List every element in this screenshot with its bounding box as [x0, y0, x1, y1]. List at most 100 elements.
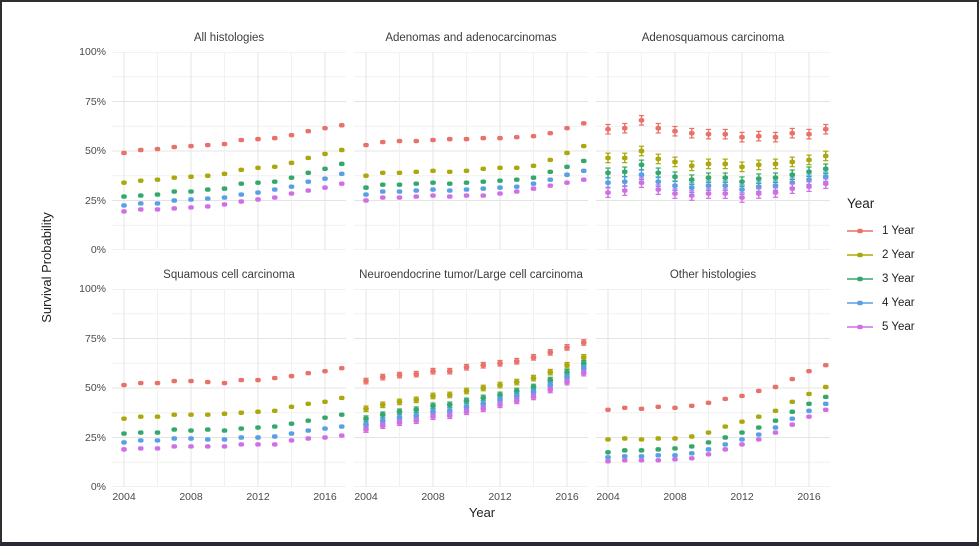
data-point	[396, 415, 403, 420]
data-point	[204, 412, 211, 417]
data-point	[221, 195, 228, 200]
data-point	[137, 380, 144, 386]
data-point	[822, 153, 829, 159]
data-point	[255, 180, 261, 185]
data-point	[204, 142, 211, 148]
y-tick-label: 100%	[79, 283, 106, 295]
data-point	[480, 179, 487, 184]
data-point	[188, 412, 194, 417]
data-point	[722, 396, 729, 402]
data-point	[497, 135, 503, 141]
data-point	[672, 191, 678, 196]
data-point	[379, 418, 386, 423]
series-5-year	[605, 407, 829, 464]
data-point	[739, 187, 745, 192]
data-point	[755, 388, 762, 394]
legend-item: 1 Year	[847, 224, 973, 238]
data-point	[255, 409, 261, 414]
data-point	[822, 384, 829, 390]
data-point	[806, 184, 812, 189]
data-point	[204, 444, 211, 449]
data-point	[638, 448, 645, 453]
data-point	[739, 419, 745, 424]
data-point	[379, 139, 386, 145]
data-point	[379, 170, 386, 175]
data-point	[530, 186, 537, 191]
data-point	[621, 458, 628, 463]
data-point	[480, 406, 487, 411]
data-point	[255, 190, 261, 195]
data-point	[621, 436, 628, 441]
data-point	[238, 181, 245, 186]
panel-plot-area	[596, 289, 830, 487]
legend: Year 1 Year 2 Year 3 Year 4 Year 5 Year	[847, 196, 973, 344]
data-point	[305, 428, 312, 433]
data-point	[580, 361, 587, 366]
data-point	[338, 147, 345, 153]
data-point	[605, 170, 611, 175]
data-point	[430, 414, 436, 419]
series-4-year	[605, 401, 829, 460]
data-point	[638, 162, 645, 168]
legend-items: 1 Year 2 Year 3 Year 4 Year 5 Year	[847, 224, 973, 334]
data-point	[530, 133, 537, 139]
data-point	[655, 156, 662, 162]
y-tick-label: 25%	[84, 194, 106, 207]
data-point	[305, 436, 312, 441]
x-tick-label: 2012	[246, 491, 270, 503]
data-point	[688, 163, 695, 169]
data-point	[238, 410, 245, 415]
data-point	[305, 179, 312, 184]
series-4-year	[121, 424, 345, 445]
y-tick-label: 50%	[84, 145, 106, 157]
data-point	[772, 384, 779, 390]
data-point	[238, 199, 245, 204]
data-point	[204, 196, 211, 201]
data-point	[154, 446, 161, 451]
data-point	[513, 177, 520, 182]
legend-item-label: 2 Year	[882, 249, 915, 261]
data-point	[605, 155, 611, 161]
data-point	[121, 180, 127, 185]
data-point	[121, 416, 127, 421]
data-point	[722, 175, 729, 180]
data-point	[806, 414, 812, 419]
data-point	[137, 446, 144, 451]
data-point	[772, 183, 779, 188]
data-point	[204, 437, 211, 442]
legend-key-pointrange-icon	[847, 324, 873, 330]
data-point	[806, 177, 812, 182]
data-point	[806, 391, 812, 397]
data-point	[547, 183, 554, 188]
data-point	[822, 363, 829, 368]
series-4-year	[121, 171, 345, 208]
data-point	[154, 201, 161, 206]
legend-title: Year	[847, 196, 875, 211]
data-point	[739, 179, 745, 184]
data-point	[188, 205, 194, 210]
data-point	[772, 425, 779, 430]
gridlines	[354, 52, 588, 250]
data-point	[171, 378, 178, 384]
data-point	[238, 435, 245, 440]
series-1-year	[363, 339, 587, 385]
data-point	[580, 158, 587, 164]
data-point	[772, 161, 779, 167]
data-point	[806, 131, 812, 137]
data-point	[271, 164, 278, 170]
data-point	[322, 399, 328, 405]
data-point	[121, 150, 127, 156]
x-tick-label: 2008	[663, 491, 687, 503]
series-1-year	[121, 123, 345, 156]
data-point	[547, 369, 554, 375]
data-point	[171, 444, 178, 449]
data-point	[705, 447, 712, 452]
data-point	[288, 184, 295, 189]
data-point	[789, 186, 796, 191]
data-point	[822, 181, 829, 186]
data-point	[755, 437, 762, 442]
y-axis-title: Survival Probability	[38, 211, 54, 323]
data-point	[446, 194, 453, 199]
data-point	[513, 189, 520, 194]
data-point	[638, 406, 645, 411]
